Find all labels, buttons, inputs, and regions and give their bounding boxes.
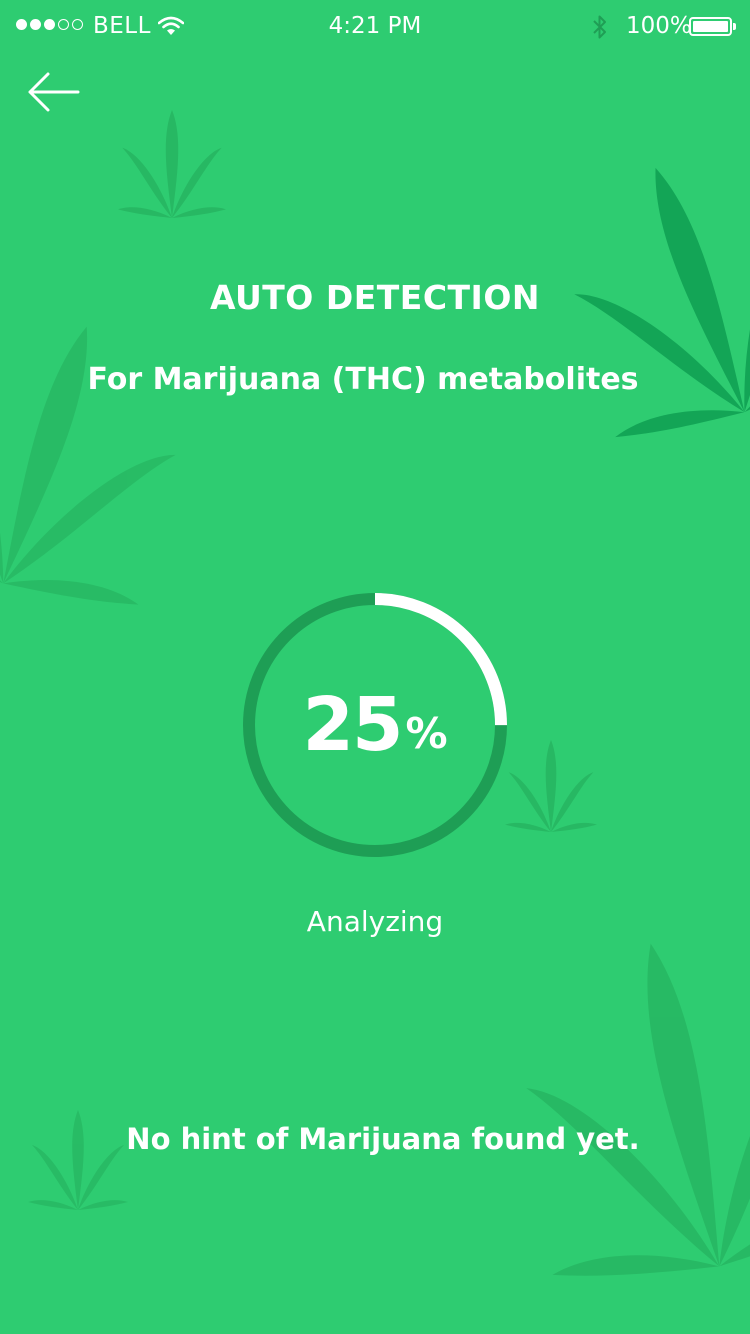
signal-dot (30, 19, 41, 30)
progress-percent-number: 25 (302, 682, 403, 768)
cannabis-leaf-icon (526, 943, 750, 1276)
battery-cap (733, 23, 736, 30)
battery-level (693, 21, 728, 32)
arrow-left-icon (28, 72, 80, 112)
status-bar: BELL 4:21 PM 100% (0, 0, 750, 54)
progress-ring (243, 593, 507, 857)
carrier-name: BELL (93, 13, 151, 39)
cannabis-leaf-icon (505, 740, 597, 832)
back-button[interactable] (24, 66, 86, 118)
cannabis-leaf-icon (28, 1110, 128, 1210)
progress-percent-unit: % (405, 708, 448, 758)
status-time: 4:21 PM (328, 13, 422, 39)
wifi-icon (158, 16, 184, 35)
battery-icon (689, 17, 732, 36)
bluetooth-icon (593, 15, 606, 39)
cannabis-leaf-icon (0, 326, 176, 605)
cannabis-leaf-icon (574, 167, 750, 438)
progress-value: 25% (240, 590, 510, 860)
signal-strength-icon (16, 19, 83, 30)
battery-percent: 100% (626, 13, 692, 39)
progress-status: Analyzing (306, 905, 444, 938)
cannabis-leaf-icon (118, 110, 226, 218)
progress-ring-fill (243, 593, 507, 857)
page-title: AUTO DETECTION (209, 278, 541, 317)
signal-dot (72, 19, 83, 30)
signal-dot (16, 19, 27, 30)
result-message: No hint of Marijuana found yet. (126, 1122, 640, 1156)
page-subtitle: For Marijuana (THC) metabolites (87, 362, 639, 397)
signal-dot (58, 19, 69, 30)
signal-dot (44, 19, 55, 30)
